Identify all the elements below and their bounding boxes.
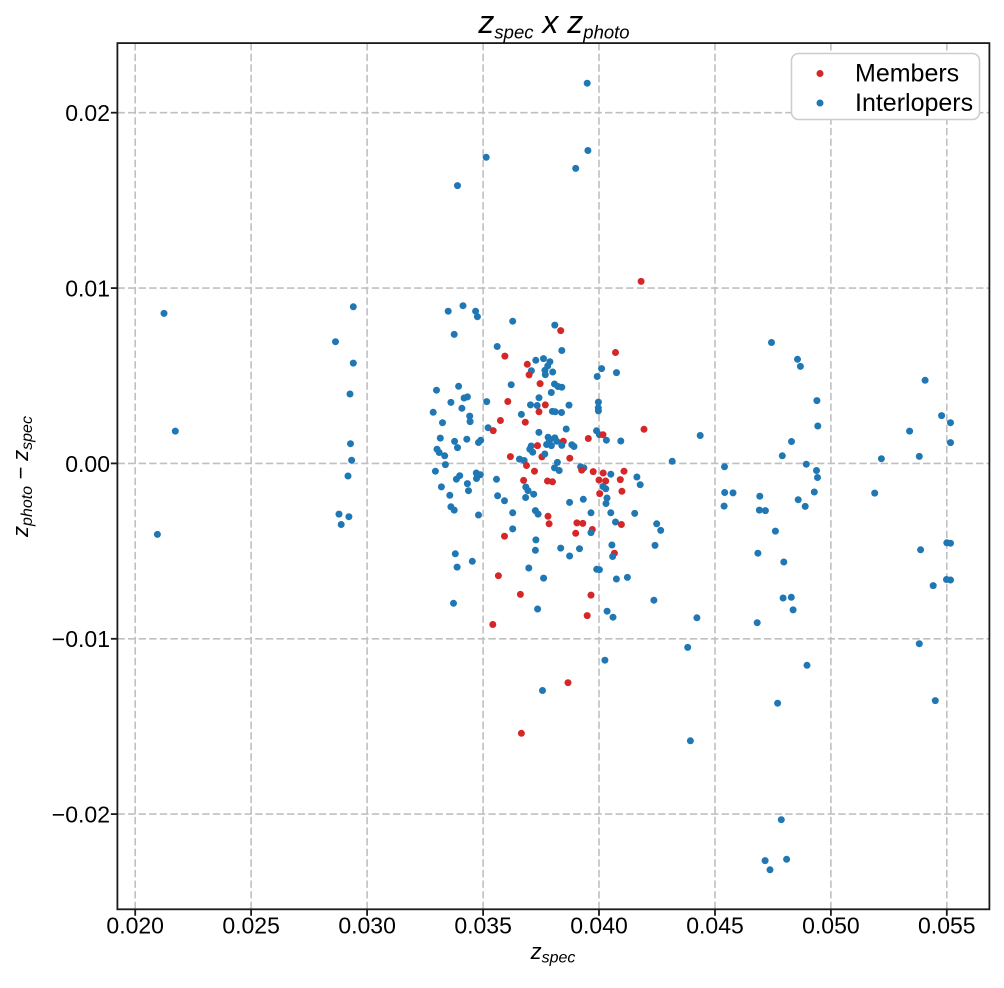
svg-text:0.050: 0.050 (802, 913, 860, 939)
svg-text:0.02: 0.02 (65, 100, 110, 126)
svg-text:0.055: 0.055 (918, 913, 976, 939)
svg-text:0.040: 0.040 (570, 913, 628, 939)
svg-text:Members: Members (855, 60, 959, 88)
svg-text:0.01: 0.01 (65, 276, 110, 302)
svg-text:0.00: 0.00 (65, 451, 110, 477)
svg-text:0.035: 0.035 (454, 913, 512, 939)
svg-text:0.020: 0.020 (106, 913, 164, 939)
svg-text:0.025: 0.025 (222, 913, 280, 939)
svg-text:0.030: 0.030 (338, 913, 396, 939)
svg-text:−0.02: −0.02 (52, 802, 110, 828)
svg-text:Interlopers: Interlopers (855, 89, 973, 117)
svg-text:0.045: 0.045 (686, 913, 744, 939)
svg-text:−0.01: −0.01 (52, 626, 110, 652)
